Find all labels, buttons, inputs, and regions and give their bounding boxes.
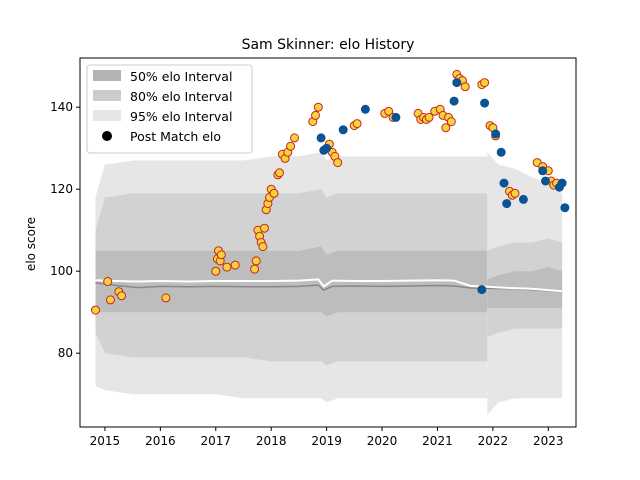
post-match-point: [290, 133, 299, 143]
post-match-point-alt: [491, 129, 501, 139]
legend-swatch: [93, 70, 121, 81]
y-tick-label: 80: [58, 346, 73, 360]
plot-frame: [79, 57, 577, 428]
post-match-point: [106, 295, 115, 305]
post-match-point: [260, 223, 269, 233]
post-match-point-alt: [560, 203, 570, 213]
post-match-point-alt: [452, 78, 462, 88]
post-match-point: [480, 78, 490, 88]
post-match-point-alt: [477, 285, 487, 295]
legend-label: 50% elo Interval: [130, 69, 232, 84]
post-match-point: [211, 266, 221, 276]
post-match-point: [230, 260, 240, 270]
post-match-point-alt: [499, 178, 509, 188]
post-match-point: [333, 158, 343, 168]
post-match-point-alt: [518, 194, 528, 204]
post-match-point-alt: [338, 125, 348, 135]
legend: 50% elo Interval 80% elo Interval 95% elo …: [86, 64, 253, 154]
x-tick-label: 2020: [367, 434, 398, 448]
post-match-point-alt: [391, 112, 401, 122]
legend-box: [86, 64, 253, 154]
x-tick-label: 2023: [533, 434, 564, 448]
post-match-point: [91, 305, 100, 315]
plot-area: 2015 2016 2017 2018 2019 2020 2021 2022 2023 80 10…: [50, 57, 577, 448]
post-match-point: [117, 291, 127, 301]
median-line: [95, 281, 563, 293]
post-match-point: [275, 168, 284, 178]
post-match-point: [313, 102, 323, 112]
legend-swatch: [93, 110, 121, 121]
post-match-point: [216, 250, 226, 260]
x-tick-label: 2021: [422, 434, 453, 448]
post-match-point: [460, 82, 470, 92]
post-match-point-alt: [322, 143, 332, 153]
legend-marker: [102, 131, 112, 141]
x-tick-label: 2022: [478, 434, 509, 448]
y-tick-label: 100: [50, 264, 73, 278]
post-match-point-alt: [538, 166, 548, 176]
x-tick-label: 2016: [145, 434, 176, 448]
mean-line: [95, 278, 563, 293]
post-match-point: [103, 277, 113, 286]
post-match-point: [258, 242, 268, 252]
post-match-point-alt: [316, 133, 326, 143]
post-match-point: [161, 293, 171, 303]
post-match-point: [424, 112, 434, 122]
post-match-point-alt: [502, 199, 512, 209]
post-match-point: [222, 262, 232, 272]
x-tick-label: 2017: [201, 434, 232, 448]
x-tick-label: 2019: [311, 434, 342, 448]
post-match-point: [251, 256, 261, 266]
post-match-point: [311, 110, 320, 120]
y-tick-label: 140: [50, 100, 73, 114]
post-match-point: [250, 264, 260, 274]
post-match-point: [384, 106, 394, 116]
post-match-point-alt: [480, 98, 490, 108]
post-match-point-alt: [496, 147, 506, 157]
post-match-point-alt: [449, 96, 459, 106]
legend-label: 95% elo Interval: [130, 109, 232, 124]
post-match-point-alt: [557, 178, 567, 188]
x-tick-label: 2015: [90, 434, 121, 448]
post-match-point: [510, 188, 520, 198]
chart-title: Sam Skinner: elo History: [242, 37, 415, 53]
post-match-point-alt: [541, 176, 550, 186]
post-match-point: [286, 141, 296, 151]
y-tick-label: 120: [50, 182, 73, 196]
legend-swatch: [93, 90, 121, 101]
legend-label: Post Match elo: [130, 129, 221, 144]
post-match-point: [352, 119, 362, 129]
legend-label: 80% elo Interval: [130, 89, 232, 104]
x-tick-label: 2018: [256, 434, 287, 448]
post-match-point: [441, 123, 451, 133]
post-match-point: [446, 117, 456, 127]
post-match-point-alt: [360, 104, 370, 114]
y-axis-label: elo score: [24, 217, 38, 271]
post-match-point: [269, 188, 279, 198]
